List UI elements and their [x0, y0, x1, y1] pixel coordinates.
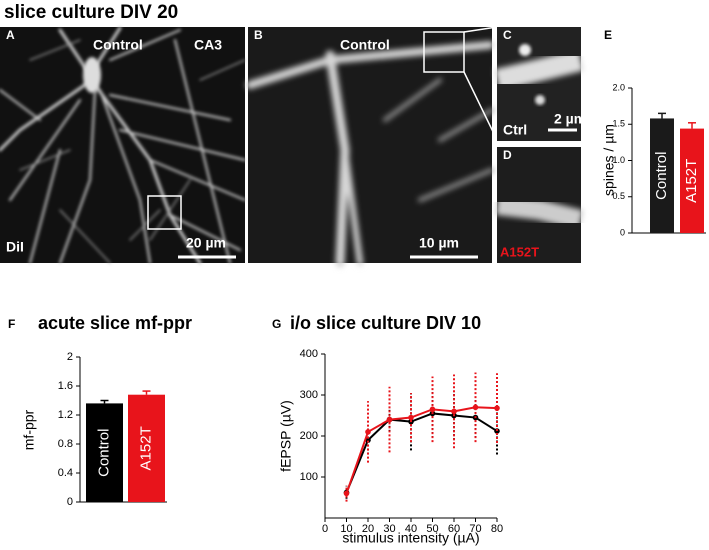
image-label: Ctrl	[503, 122, 527, 138]
y-tick-label: 1.2	[58, 409, 73, 421]
figure-title: slice culture DIV 20	[4, 2, 178, 23]
point	[494, 405, 500, 411]
micrograph-d	[495, 147, 584, 263]
point	[429, 406, 436, 413]
bar	[680, 128, 704, 233]
chart-title: acute slice mf-ppr	[38, 313, 192, 333]
y-tick-label: 0.8	[58, 438, 73, 450]
point	[386, 416, 393, 423]
x-tick-label: 50	[426, 523, 438, 535]
micrograph-a	[0, 26, 246, 265]
x-tick-label: 30	[383, 523, 395, 535]
category-label: A152T	[683, 159, 700, 203]
y-tick-label: 0	[620, 227, 625, 237]
bar	[128, 394, 165, 502]
scale-bar-label: 20 µm	[186, 235, 226, 251]
point	[408, 414, 414, 421]
image-label: Control	[340, 37, 390, 53]
y-axis-label: fEPSP (µV)	[278, 400, 294, 472]
point	[451, 408, 457, 415]
point	[472, 404, 479, 411]
bar	[650, 118, 674, 233]
bar	[86, 403, 123, 502]
point	[365, 429, 371, 435]
scale-bar-label: 2 µm	[554, 111, 586, 127]
y-tick-label: 1.6	[58, 380, 73, 392]
image-label: CA3	[194, 37, 222, 53]
y-tick-label: 2.0	[612, 82, 625, 92]
panel-letter: A	[6, 28, 15, 42]
micrograph-c	[494, 27, 584, 141]
category-label: Control	[95, 429, 112, 477]
category-label: A152T	[137, 426, 154, 470]
panel-letter: G	[272, 317, 281, 331]
y-tick-label: 100	[300, 471, 318, 483]
y-tick-label: 300	[300, 389, 318, 401]
y-tick-label: 1.0	[612, 155, 625, 165]
panel-letter: F	[8, 317, 15, 331]
y-tick-label: 1.5	[612, 119, 625, 129]
panel-letter: C	[503, 28, 512, 42]
x-tick-label: 40	[405, 523, 417, 535]
y-tick-label: 400	[300, 348, 318, 360]
image-label: DiI	[6, 239, 24, 255]
micrograph-b	[246, 26, 498, 268]
point	[343, 490, 350, 497]
panel-letter: E	[604, 28, 612, 42]
panel-letter: D	[503, 148, 512, 162]
chart-title: i/o slice culture DIV 10	[290, 313, 481, 333]
x-tick-label: 70	[469, 523, 481, 535]
x-tick-label: 0	[322, 523, 328, 535]
y-tick-label: 2	[67, 351, 73, 363]
series-line	[345, 406, 498, 494]
y-tick-label: 0.5	[612, 191, 625, 201]
y-tick-label: 200	[300, 430, 318, 442]
x-tick-label: 80	[491, 523, 503, 535]
x-axis-label: stimulus intensity (µA)	[342, 530, 479, 546]
panel-letter: B	[254, 28, 263, 42]
series-line	[345, 412, 498, 493]
x-tick-label: 10	[340, 523, 352, 535]
image-label: A152T	[500, 244, 539, 259]
y-tick-label: 0.4	[58, 467, 73, 479]
y-tick-label: 0	[67, 496, 73, 508]
y-axis-label: spines / µm	[601, 124, 617, 196]
y-axis-label: mf-ppr	[21, 409, 37, 450]
point	[494, 428, 500, 434]
scale-bar-label: 10 µm	[419, 235, 459, 251]
image-label: Control	[93, 37, 143, 53]
category-label: Control	[653, 152, 670, 200]
x-tick-label: 20	[362, 523, 374, 535]
x-tick-label: 60	[448, 523, 460, 535]
